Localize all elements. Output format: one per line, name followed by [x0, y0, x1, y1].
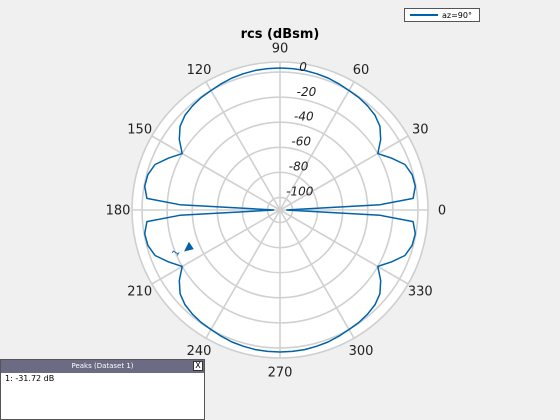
angular-gridline — [151, 135, 281, 211]
radial-tick-label: -40 — [294, 110, 314, 124]
angular-gridline — [151, 209, 281, 285]
radial-tick-label: -100 — [286, 185, 314, 199]
peak-marker-label: 1 — [171, 248, 183, 258]
angular-gridline — [205, 81, 281, 211]
angle-tick-label: 150 — [127, 123, 152, 138]
angular-gridline — [279, 209, 409, 285]
peaks-titlebar[interactable]: Peaks (Dataset 1) X — [1, 360, 204, 373]
angle-tick-label: 60 — [353, 63, 370, 78]
chart-title: rcs (dBsm) — [241, 27, 320, 42]
angle-tick-label: 270 — [268, 366, 293, 381]
legend-line-swatch — [410, 14, 438, 16]
angular-gridline — [279, 81, 355, 211]
radial-tick-label: 0 — [299, 60, 307, 74]
angular-gridline — [279, 135, 409, 211]
radial-tick-label: -20 — [297, 85, 317, 99]
legend[interactable]: az=90° — [404, 8, 480, 22]
peaks-entry: 1: -31.72 dB — [5, 374, 55, 383]
peaks-window[interactable]: Peaks (Dataset 1) X 1: -31.72 dB — [0, 359, 205, 420]
angle-tick-label: 180 — [106, 204, 131, 219]
angle-tick-label: 330 — [408, 285, 433, 300]
angular-gridline — [279, 209, 355, 339]
angle-tick-label: 240 — [187, 344, 212, 359]
angle-tick-label: 90 — [272, 42, 289, 57]
radial-tick-label: -80 — [289, 160, 309, 174]
angle-tick-label: 30 — [412, 123, 429, 138]
angular-gridline — [205, 209, 281, 339]
close-button[interactable]: X — [193, 361, 203, 371]
angle-tick-label: 0 — [438, 204, 446, 219]
series-line — [143, 67, 417, 353]
peak-marker[interactable] — [184, 241, 194, 252]
legend-entry-label: az=90° — [442, 10, 472, 20]
peaks-title: Peaks (Dataset 1) — [71, 362, 134, 370]
angle-tick-label: 120 — [187, 63, 212, 78]
radial-tick-label: -60 — [291, 135, 311, 149]
angle-tick-label: 300 — [349, 344, 374, 359]
angle-tick-label: 210 — [127, 285, 152, 300]
